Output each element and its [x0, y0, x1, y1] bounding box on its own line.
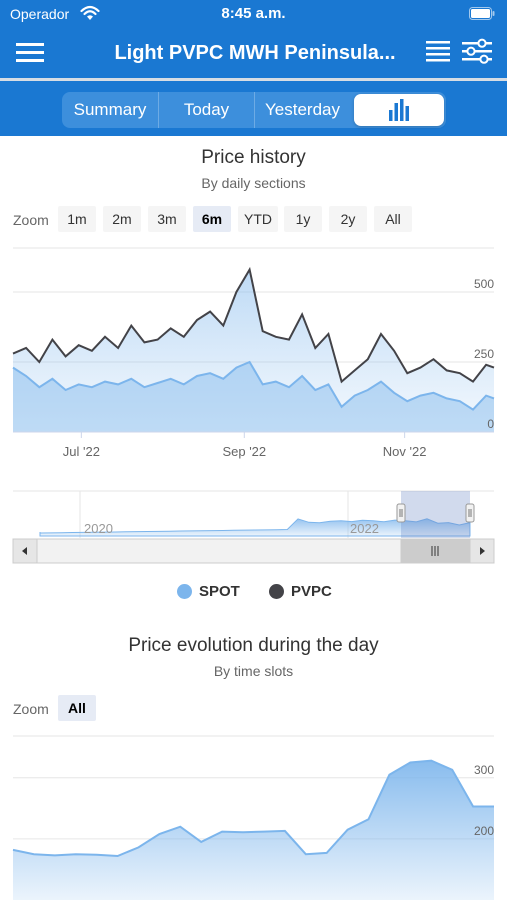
legend-marker	[269, 584, 284, 599]
segmented-tabs: Summary Today Yesterday	[62, 92, 446, 128]
zoom-2m-button[interactable]: 2m	[103, 206, 141, 232]
app-header: Operador 8:45 a.m. Light PVPC MWH Penins…	[0, 0, 507, 136]
scroll-right-arrow-icon	[480, 547, 485, 555]
zoom-1m-button[interactable]: 1m	[58, 206, 96, 232]
navigator-year-label: 2022	[350, 521, 379, 536]
navigation-bar: Light PVPC MWH Peninsula...	[0, 28, 507, 78]
evolution-line	[12, 759, 494, 858]
zoom-ytd-button[interactable]: YTD	[238, 206, 278, 232]
page-title: Light PVPC MWH Peninsula...	[114, 42, 396, 64]
bar-chart-icon	[389, 99, 409, 121]
y-tick-label: 500	[474, 277, 494, 291]
list-icon[interactable]	[424, 37, 452, 65]
price-history-subtitle: By daily sections	[201, 175, 306, 191]
sliders-icon[interactable]	[460, 37, 494, 65]
hamburger-menu-icon[interactable]	[14, 40, 46, 64]
legend-marker	[177, 584, 192, 599]
tab-yesterday[interactable]: Yesterday	[254, 92, 350, 128]
evolution-area	[13, 760, 494, 900]
navigator-mask[interactable]	[401, 491, 470, 538]
x-tick-label: Sep '22	[222, 444, 266, 459]
y-tick-label: 200	[474, 824, 494, 838]
price-history-chart[interactable]: 0 250 500 Jul '22 Sep '22 Nov '22	[0, 240, 507, 470]
price-evolution-chart[interactable]: 200 300	[0, 730, 507, 900]
navigator-series	[39, 518, 471, 537]
y-tick-label: 250	[474, 347, 494, 361]
range-navigator[interactable]: 2020 2022	[0, 488, 507, 566]
zoom-3m-button[interactable]: 3m	[148, 206, 186, 232]
status-bar: Operador 8:45 a.m.	[0, 0, 507, 28]
evolution-zoom-row: Zoom All	[0, 695, 507, 723]
zoom-6m-button[interactable]: 6m	[193, 206, 231, 232]
navigator-left-handle[interactable]	[396, 503, 406, 523]
y-tick-label: 300	[474, 763, 494, 777]
history-zoom-row: Zoom 1m 2m 3m 6m YTD 1y 2y All	[0, 206, 507, 234]
x-tick-label: Jul '22	[63, 444, 100, 459]
spot-line	[12, 360, 495, 411]
price-evolution-subtitle: By time slots	[213, 663, 294, 679]
y-tick-label: 0	[487, 417, 494, 431]
tab-today[interactable]: Today	[158, 92, 254, 128]
x-tick-label: Nov '22	[383, 444, 427, 459]
navigator-year-label: 2020	[84, 521, 113, 536]
pvpc-line	[12, 266, 495, 384]
price-evolution-title: Price evolution during the day	[128, 635, 379, 656]
zoom-label: Zoom	[13, 701, 49, 717]
zoom-label: Zoom	[13, 212, 49, 228]
tab-summary[interactable]: Summary	[73, 100, 147, 119]
scroll-left-arrow-icon	[22, 547, 27, 555]
zoom-1y-button[interactable]: 1y	[284, 206, 322, 232]
zoom-2y-button[interactable]: 2y	[329, 206, 367, 232]
price-history-title: Price history	[201, 147, 306, 168]
zoom-all-button[interactable]: All	[374, 206, 412, 232]
spot-area	[13, 362, 494, 432]
pvpc-area	[13, 269, 494, 432]
legend-item-spot[interactable]: SPOT	[177, 580, 247, 604]
tab-charts[interactable]	[354, 94, 444, 126]
zoom-all-button[interactable]: All	[58, 695, 96, 721]
legend-label: PVPC	[291, 583, 332, 600]
battery-icon	[469, 7, 495, 20]
legend-item-pvpc[interactable]: PVPC	[269, 580, 339, 604]
carrier-label: Operador	[10, 6, 70, 22]
wifi-icon	[80, 5, 100, 20]
scrollbar-thumb[interactable]	[400, 538, 471, 564]
chart-legend: SPOT PVPC	[0, 580, 507, 604]
header-divider	[0, 78, 507, 81]
legend-label: SPOT	[199, 583, 240, 600]
status-time: 8:45 a.m.	[221, 5, 286, 22]
navigator-right-handle[interactable]	[465, 503, 475, 523]
